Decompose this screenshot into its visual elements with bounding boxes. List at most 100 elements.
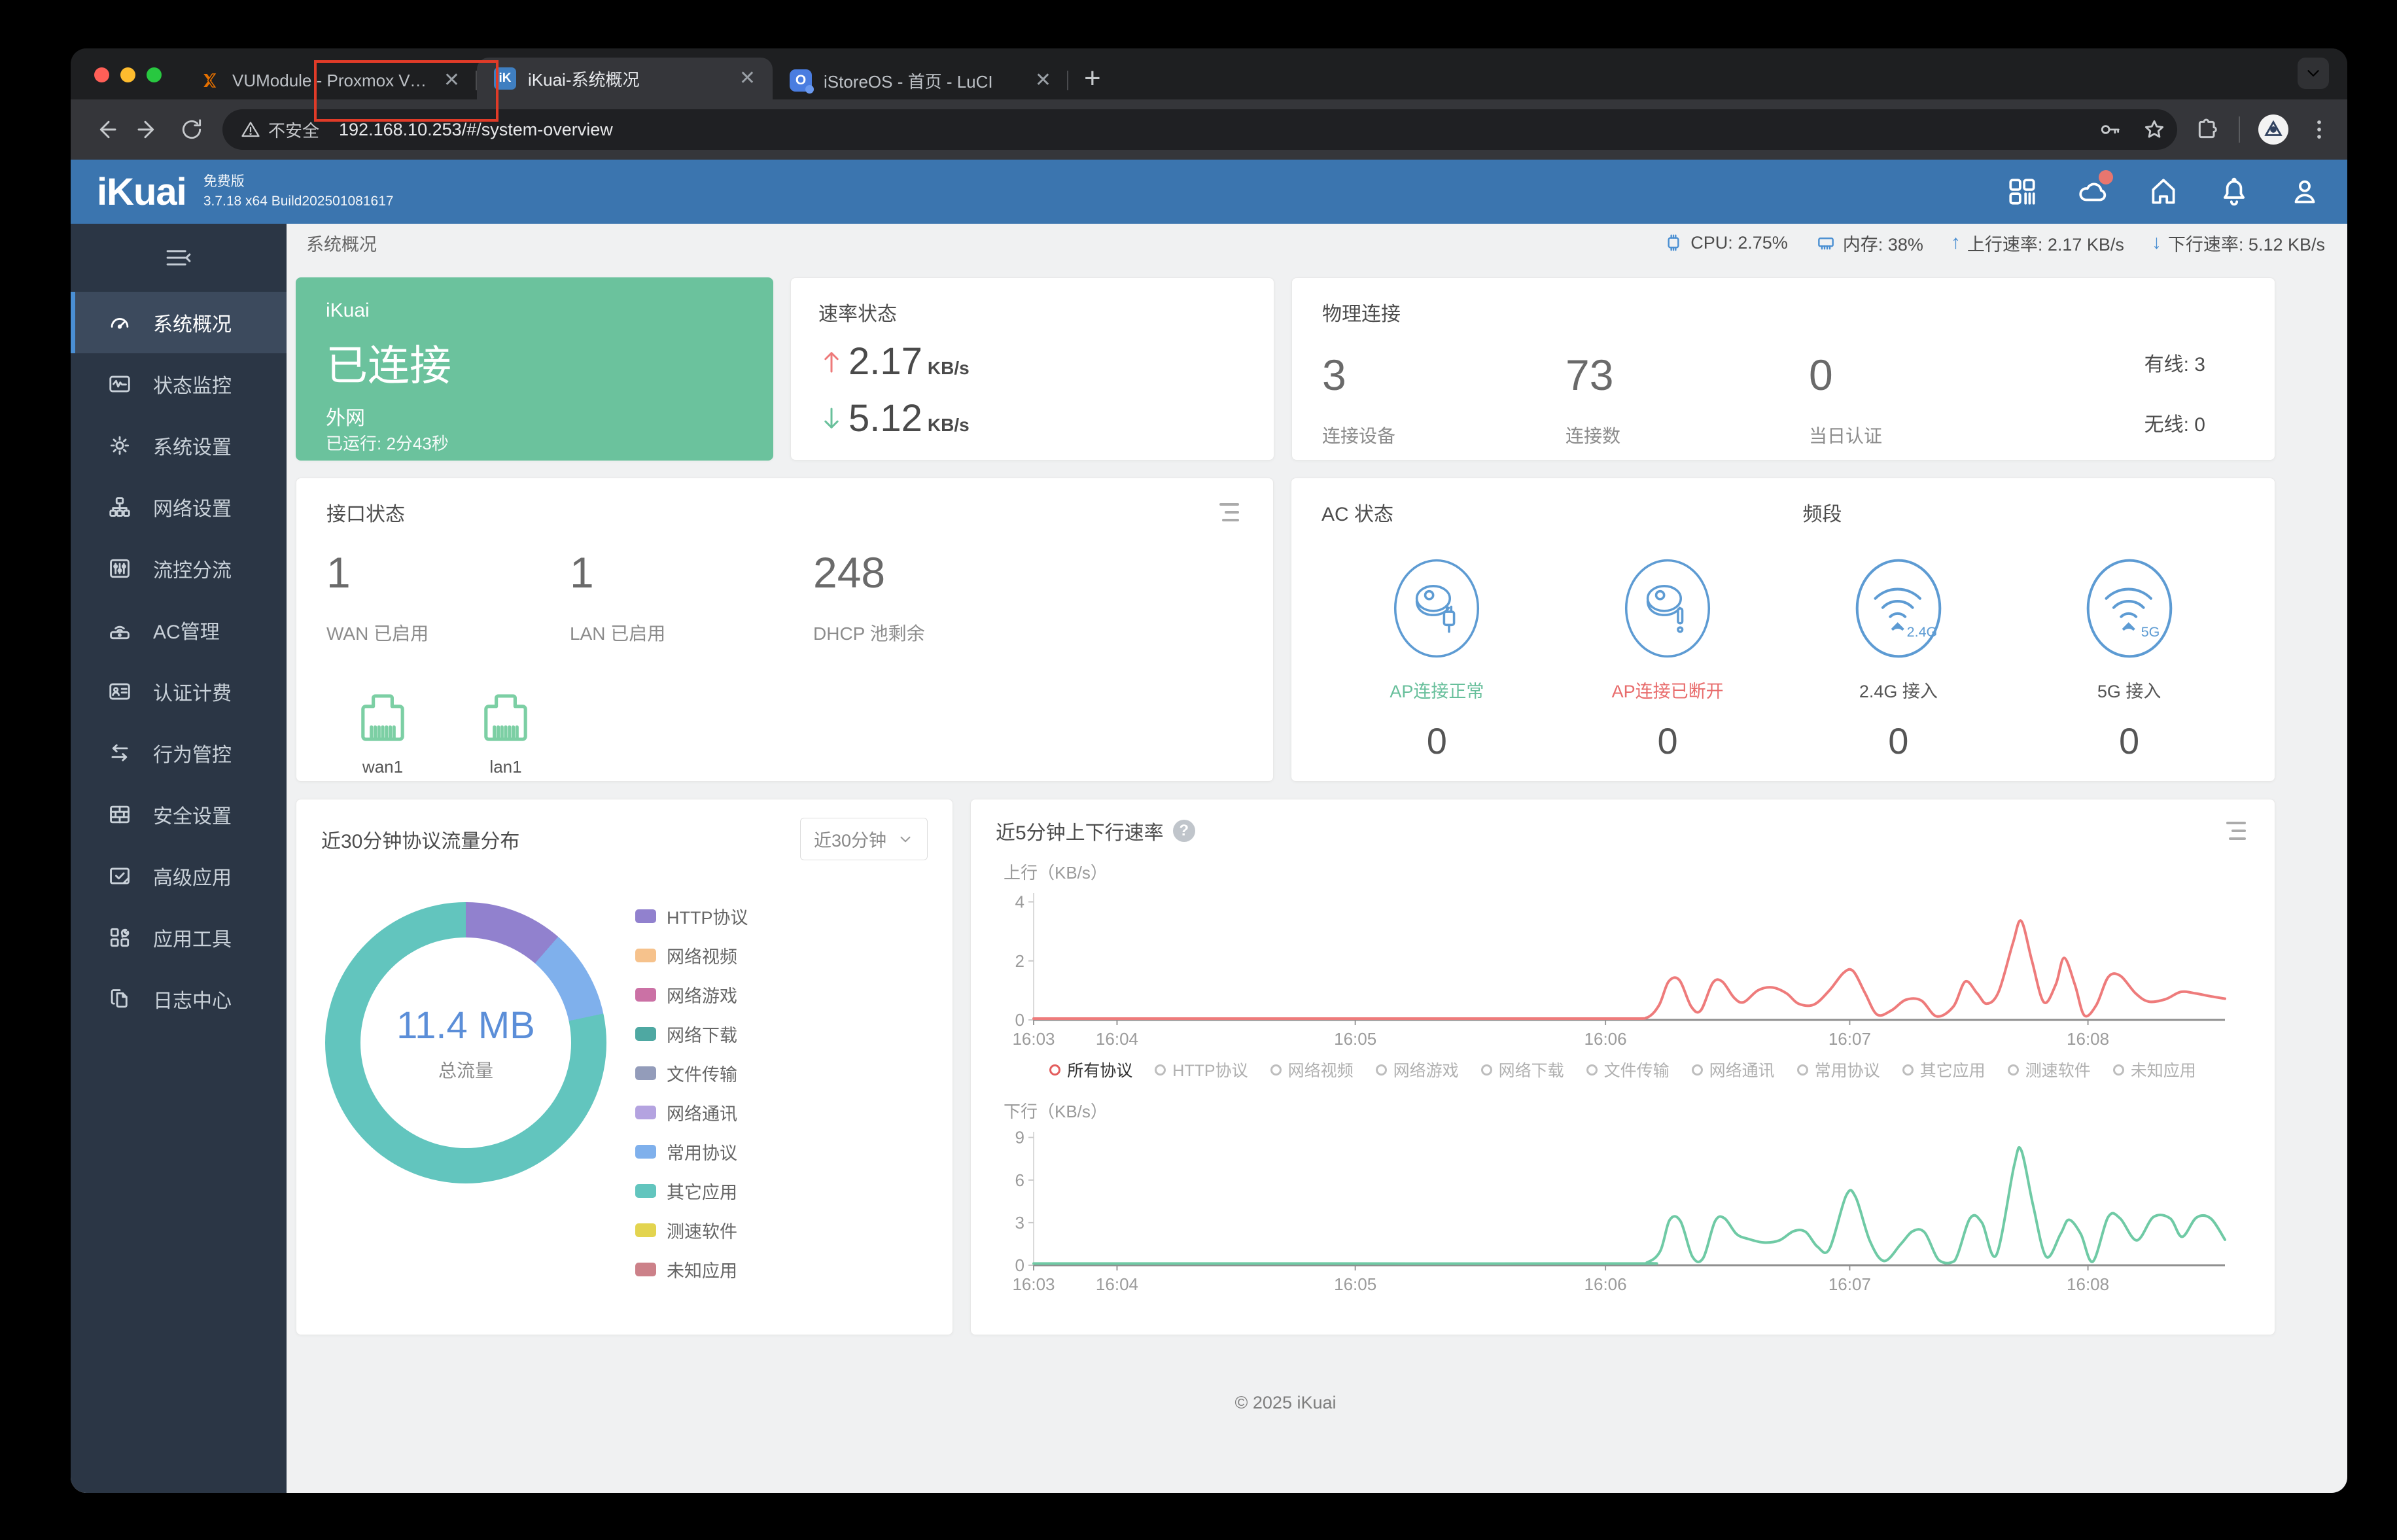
sidebar-item-app-tools[interactable]: 应用工具 [71,907,287,968]
sidebar-item-network-settings[interactable]: 网络设置 [71,476,287,538]
band-title: 频段 [1802,504,1842,525]
down-arrow-icon: ↓ [2151,232,2161,253]
profile-avatar[interactable] [2258,114,2288,145]
filter-unknown[interactable]: 未知应用 [2112,1058,2196,1081]
user-icon[interactable] [2288,175,2321,208]
connections-stat: 73 连接数 [1566,350,1809,448]
minimize-window-button[interactable] [120,67,135,82]
port-wan1[interactable]: wan1 [353,688,413,777]
legend-swatch [635,909,656,923]
back-button[interactable] [86,111,124,149]
stat-label: DHCP 池剩余 [813,623,925,644]
zoom-window-button[interactable] [147,67,162,82]
legend-item[interactable]: 网络游戏 [635,982,748,1007]
legend-label: 网络通讯 [667,1104,737,1124]
upload-line-chart[interactable]: 0 2 4 16:03 16:04 16:05 16:06 16:07 16:08 [996,884,2235,1049]
sidebar-item-log-center[interactable]: 日志中心 [71,968,287,1030]
card-menu-icon[interactable] [1216,499,1243,525]
help-icon[interactable]: ? [1172,820,1195,842]
tab-proxmox[interactable]: VUModule - Proxmox Virtual E ✕ [181,61,477,99]
password-key-icon[interactable] [2097,117,2122,142]
legend-item[interactable]: 其它应用 [635,1178,748,1204]
sidebar-item-behavior-control[interactable]: 行为管控 [71,722,287,784]
security-chip[interactable]: 不安全 [230,111,332,149]
new-tab-button[interactable]: + [1084,62,1101,94]
port-label: wan1 [362,757,404,777]
wifi-24g-icon: 2.4G [1855,559,1942,658]
sidebar-item-auth-billing[interactable]: 认证计费 [71,661,287,722]
band-5g-label: 5G 接入 [2097,682,2161,701]
sidebar-collapse-button[interactable] [71,224,287,292]
bell-icon[interactable] [2218,175,2250,208]
sidebar-item-status-monitor[interactable]: 状态监控 [71,353,287,415]
wireless-count: 无线: 0 [2144,414,2205,436]
filter-speedtest[interactable]: 测速软件 [2007,1058,2091,1081]
download-line-chart[interactable]: 0 3 6 9 16:03 16:04 16:05 16:06 16:07 16:08 [996,1123,2235,1294]
sidebar-item-label: 安全设置 [153,806,232,828]
filter-communication[interactable]: 网络通讯 [1691,1058,1775,1081]
sidebar-item-system-settings[interactable]: 系统设置 [71,415,287,476]
filter-games[interactable]: 网络游戏 [1375,1058,1459,1081]
extensions-icon[interactable] [2194,116,2220,143]
upload-speed-row: 2.17 KB/s [818,340,1246,383]
ap-offline-value: 0 [1657,720,1678,761]
download-axis-label: 下行（KB/s） [1004,1102,1108,1121]
bookmark-star-icon[interactable] [2142,117,2167,142]
ap-offline-stat: AP连接已断开 0 [1552,555,1783,762]
sidebar-item-advanced-apps[interactable]: 高级应用 [71,845,287,907]
tab-title: iKuai-系统概况 [528,69,640,90]
forward-button[interactable] [130,111,167,149]
filter-video[interactable]: 网络视频 [1270,1058,1354,1081]
legend-item[interactable]: HTTP协议 [635,903,748,929]
legend-swatch [635,1184,656,1198]
stat-label: 连接设备 [1322,426,1396,446]
menu-kebab-icon[interactable] [2307,117,2332,142]
legend-item[interactable]: 未知应用 [635,1257,748,1282]
legend-item[interactable]: 网络视频 [635,943,748,968]
tab-close-icon[interactable]: ✕ [739,67,756,89]
filter-all-protocols[interactable]: 所有协议 [1049,1058,1132,1081]
port-lan1[interactable]: lan1 [476,688,536,777]
tab-close-icon[interactable]: ✕ [443,69,460,91]
filter-other[interactable]: 其它应用 [1902,1058,1986,1081]
tab-istoreos[interactable]: O iStoreOS - 首页 - LuCI ✕ [773,61,1068,99]
close-window-button[interactable] [94,67,109,82]
svg-text:3: 3 [1015,1213,1024,1233]
tab-close-icon[interactable]: ✕ [1034,69,1051,91]
protocol-donut-ring[interactable]: 11.4 MB 总流量 [325,902,606,1183]
rate-chart-card: 近5分钟上下行速率 ? 上行（KB/s） 0 2 4 16:03 16:04 16:05 1… [970,799,2275,1335]
filter-download[interactable]: 网络下载 [1480,1058,1564,1081]
svg-text:16:03: 16:03 [1012,1274,1055,1294]
filter-common[interactable]: 常用协议 [1796,1058,1880,1081]
sidebar-item-system-overview[interactable]: 系统概况 [71,292,287,353]
sidebar-item-ac-management[interactable]: AC管理 [71,599,287,661]
reload-button[interactable] [173,111,211,149]
breadcrumb: 系统概况 [306,234,377,254]
url-text[interactable]: 192.168.10.253/#/system-overview [339,119,613,139]
legend-item[interactable]: 常用协议 [635,1139,748,1164]
svg-text:0: 0 [1015,1255,1024,1275]
sidebar-item-flow-control[interactable]: 流控分流 [71,538,287,599]
filter-http[interactable]: HTTP协议 [1155,1058,1248,1081]
tab-ikuai[interactable]: iK iKuai-系统概况 ✕ [477,58,773,99]
filter-file-transfer[interactable]: 文件传输 [1586,1058,1670,1081]
toolbar-right [2194,114,2332,145]
cloud-icon[interactable] [2076,170,2113,208]
address-bar[interactable]: 不安全 192.168.10.253/#/system-overview [222,109,2177,150]
ap-online-stat: AP连接正常 0 [1321,555,1552,762]
legend-item[interactable]: 测速软件 [635,1217,748,1243]
tab-search-button[interactable] [2298,58,2329,89]
card-menu-icon[interactable] [2222,818,2250,844]
wifi-5g-icon: 5G [2086,559,2172,658]
legend-item[interactable]: 网络下载 [635,1021,748,1047]
legend-item[interactable]: 文件传输 [635,1060,748,1086]
card-title: 速率状态 [818,304,897,325]
home-icon[interactable] [2147,175,2180,208]
legend-item[interactable]: 网络通讯 [635,1100,748,1125]
svg-text:16:06: 16:06 [1584,1274,1627,1294]
ap-offline-label: AP连接已断开 [1611,682,1724,701]
sidebar-item-security-settings[interactable]: 安全设置 [71,784,287,845]
time-range-select[interactable]: 近30分钟 [799,818,928,860]
apps-grid-icon[interactable] [2006,175,2038,208]
band-24g-label: 2.4G 接入 [1859,682,1938,701]
